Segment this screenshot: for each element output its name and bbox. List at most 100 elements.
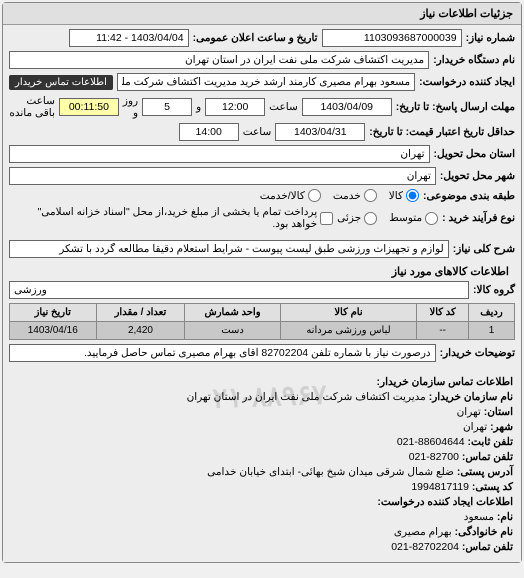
main-panel: جزئیات اطلاعات نیاز شماره نیاز: تاریخ و … <box>2 2 522 563</box>
label-validity: حداقل تاریخ اعتبار قیمت: تا تاریخ: <box>369 126 515 138</box>
name-label: نام: <box>497 511 513 523</box>
radio-partial[interactable]: جزئی <box>337 212 377 225</box>
label-time1: ساعت <box>269 101 298 113</box>
th-code: کد کالا <box>417 304 469 322</box>
row-city: شهر محل تحویل: <box>9 167 515 185</box>
row-group: گروه کالا: <box>9 281 515 299</box>
phone-value: 88604644-021 <box>397 436 465 448</box>
input-group[interactable] <box>9 281 469 299</box>
row-response-deadline: مهلت ارسال پاسخ: تا تاریخ: ساعت و روز و … <box>9 95 515 119</box>
table-row[interactable]: 1 -- لباس ورزشی مردانه دست 2,420 1403/04… <box>10 322 515 340</box>
row-validity: حداقل تاریخ اعتبار قیمت: تا تاریخ: ساعت <box>9 123 515 141</box>
th-name: نام کالا <box>280 304 417 322</box>
row-packing: طبقه بندی موضوعی: کالا خدمت کالا/خدمت <box>9 189 515 202</box>
input-buyer-notes[interactable] <box>9 344 436 362</box>
items-section-title: اطلاعات کالاهای مورد نیاز <box>9 262 515 281</box>
post-label: کد پستی: <box>472 481 513 493</box>
label-request-num: شماره نیاز: <box>466 32 515 44</box>
packing-radio-group: کالا خدمت کالا/خدمت <box>260 189 419 202</box>
row-buyer-notes: توضیحات خریدار: <box>9 344 515 362</box>
items-table: ردیف کد کالا نام کالا واحد شمارش تعداد /… <box>9 303 515 340</box>
contact-header: اطلاعات تماس سازمان خریدار: <box>377 376 513 388</box>
th-qty: تعداد / مقدار <box>96 304 185 322</box>
input-province[interactable] <box>9 145 430 163</box>
row-request-number: شماره نیاز: تاریخ و ساعت اعلان عمومی: <box>9 29 515 47</box>
radio-medium-input[interactable] <box>425 212 438 225</box>
buyer-contact-badge[interactable]: اطلاعات تماس خریدار <box>9 75 113 90</box>
label-day: روز و <box>123 95 138 119</box>
fax-label: تلفن تماس: <box>462 451 513 463</box>
td-name: لباس ورزشی مردانه <box>280 322 417 340</box>
radio-servgood-input[interactable] <box>308 189 321 202</box>
lname-value: بهرام مصیری <box>394 526 452 538</box>
checkbox-treasury[interactable]: پرداخت تمام یا بخشی از مبلغ خرید،از محل … <box>9 206 333 230</box>
radio-good[interactable]: کالا <box>389 189 419 202</box>
radio-good-input[interactable] <box>406 189 419 202</box>
row-requester: ایجاد کننده درخواست: اطلاعات تماس خریدار <box>9 73 515 91</box>
input-request-num[interactable] <box>322 29 462 47</box>
panel-title: جزئیات اطلاعات نیاز <box>3 3 521 25</box>
lname-label: نام خانوادگی: <box>455 526 513 538</box>
reqphone-value: 82702204-021 <box>391 541 459 553</box>
contact-section: ۰۲۱-۸۸۹۶۷ اطلاعات تماس سازمان خریدار: نا… <box>3 370 521 562</box>
input-city[interactable] <box>9 167 436 185</box>
label-city: شهر محل تحویل: <box>440 170 515 182</box>
input-countdown <box>59 98 119 116</box>
city-label: شهر: <box>490 421 513 433</box>
addr-value: ضلع شمال شرقی میدان شیخ بهائی- ابتدای خی… <box>207 466 454 478</box>
row-process: نوع فرآیند خرید : متوسط جزئی پرداخت تمام… <box>9 206 515 230</box>
label-deadline: مهلت ارسال پاسخ: تا تاریخ: <box>396 101 515 113</box>
label-buyer-notes: توضیحات خریدار: <box>440 347 515 359</box>
input-deadline-time[interactable] <box>205 98 265 116</box>
th-row: ردیف <box>469 304 515 322</box>
post-value: 1994817119 <box>411 481 469 493</box>
row-province: استان محل تحویل: <box>9 145 515 163</box>
td-row: 1 <box>469 322 515 340</box>
input-public-date[interactable] <box>69 29 189 47</box>
prov-label: استان: <box>484 406 513 418</box>
reqphone-label: تلفن تماس: <box>462 541 513 553</box>
process-radio-group: متوسط جزئی <box>337 212 438 225</box>
label-process: نوع فرآیند خرید : <box>442 212 515 224</box>
radio-service[interactable]: خدمت <box>333 189 377 202</box>
label-and: و <box>196 101 201 113</box>
input-requester[interactable] <box>117 73 415 91</box>
td-date: 1403/04/16 <box>10 322 97 340</box>
org-label: نام سازمان خریدار: <box>429 391 513 403</box>
input-validity-time[interactable] <box>179 123 239 141</box>
label-packing: طبقه بندی موضوعی: <box>423 190 515 202</box>
table-header-row: ردیف کد کالا نام کالا واحد شمارش تعداد /… <box>10 304 515 322</box>
fax-value: 82700-021 <box>409 451 459 463</box>
input-deadline-date[interactable] <box>302 98 392 116</box>
input-days[interactable] <box>142 98 192 116</box>
row-buyer-device: نام دستگاه خریدار: <box>9 51 515 69</box>
th-unit: واحد شمارش <box>185 304 280 322</box>
req-header: اطلاعات ایجاد کننده درخواست: <box>377 496 513 508</box>
input-desc[interactable] <box>9 240 449 258</box>
radio-medium[interactable]: متوسط <box>389 212 438 225</box>
addr-label: آدرس پستی: <box>457 466 513 478</box>
org-value: مدیریت اکتشاف شرکت ملی نفت ایران در استا… <box>187 391 426 403</box>
td-code: -- <box>417 322 469 340</box>
radio-partial-input[interactable] <box>364 212 377 225</box>
label-requester: ایجاد کننده درخواست: <box>419 76 515 88</box>
td-qty: 2,420 <box>96 322 185 340</box>
phone-label: تلفن ثابت: <box>468 436 513 448</box>
label-remaining: ساعت باقی مانده <box>9 95 55 119</box>
label-desc: شرح کلی نیاز: <box>453 243 515 255</box>
prov-value: تهران <box>457 406 481 418</box>
city-value: تهران <box>463 421 487 433</box>
label-time2: ساعت <box>243 126 272 138</box>
label-buyer-device: نام دستگاه خریدار: <box>433 54 515 66</box>
td-unit: دست <box>185 322 280 340</box>
name-value: مسعود <box>464 511 494 523</box>
row-desc: شرح کلی نیاز: <box>9 240 515 258</box>
radio-service-input[interactable] <box>364 189 377 202</box>
checkbox-treasury-input[interactable] <box>320 212 333 225</box>
label-province: استان محل تحویل: <box>434 148 515 160</box>
input-validity-date[interactable] <box>275 123 365 141</box>
input-buyer-device[interactable] <box>9 51 429 69</box>
label-group: گروه کالا: <box>473 284 515 296</box>
form-section: شماره نیاز: تاریخ و ساعت اعلان عمومی: نا… <box>3 25 521 370</box>
radio-servgood[interactable]: کالا/خدمت <box>260 189 321 202</box>
